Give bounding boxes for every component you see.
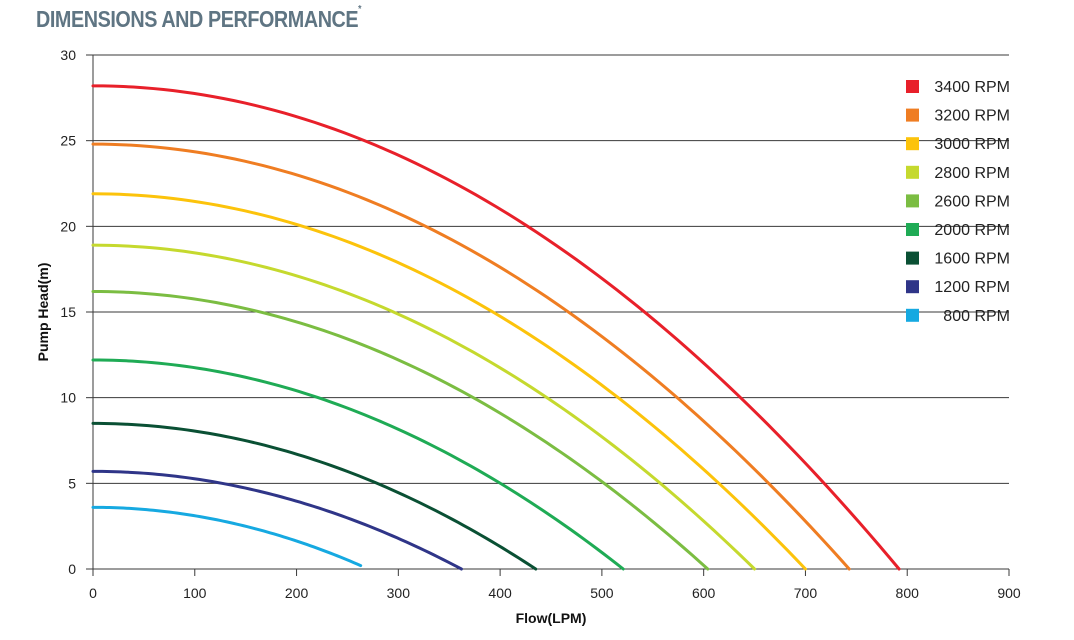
legend-swatch: [906, 280, 919, 294]
page-title-text: DIMENSIONS AND PERFORMANCE: [36, 6, 359, 32]
y-tick-label: 0: [68, 561, 76, 577]
page-title: DIMENSIONS AND PERFORMANCE*: [36, 4, 362, 33]
legend-label: 3200 RPM: [934, 108, 1010, 125]
x-tick-label: 900: [997, 585, 1021, 601]
legend-swatch: [906, 308, 919, 322]
legend-swatch: [906, 165, 919, 179]
legend-item: 3400 RPM: [906, 79, 1010, 96]
legend-swatch: [906, 80, 919, 93]
y-tick-label: 25: [60, 133, 76, 149]
curve-2000-rpm: [91, 358, 625, 571]
title-footnote-mark: *: [358, 4, 362, 15]
legend-swatch: [906, 137, 919, 151]
x-tick-label: 700: [794, 585, 818, 601]
legend-item: 1600 RPM: [906, 251, 1010, 268]
x-tick-label: 500: [590, 585, 614, 601]
legend-label: 2600 RPM: [934, 193, 1010, 210]
legend-label: 1200 RPM: [934, 279, 1010, 296]
x-tick-label: 400: [488, 585, 512, 601]
x-tick-label: 300: [387, 585, 411, 601]
y-tick-label: 30: [60, 47, 76, 63]
curve-1600-rpm: [91, 421, 538, 571]
curve-1200-rpm: [91, 469, 463, 571]
x-tick-label: 600: [692, 585, 716, 601]
legend-label: 2800 RPM: [934, 165, 1010, 182]
grid-layer: [93, 54, 1009, 484]
legend-item: 3200 RPM: [906, 108, 1010, 125]
legend-label: 1600 RPM: [934, 251, 1010, 268]
legend-label: 3400 RPM: [934, 79, 1010, 96]
curve-800-rpm: [91, 505, 363, 568]
y-tick-label: 10: [60, 390, 76, 406]
legend: 3400 RPM 3200 RPM 3000 RPM 2800 RPM 2600 RPM…: [906, 79, 1010, 325]
x-tick-label: 200: [285, 585, 309, 601]
y-tick-label: 5: [68, 475, 76, 491]
legend-swatch: [906, 223, 919, 236]
legend-swatch: [906, 251, 919, 265]
legend-swatch: [906, 108, 919, 122]
legend-swatch: [906, 194, 919, 208]
x-tick-label: 800: [896, 585, 920, 601]
legend-item: 2800 RPM: [906, 165, 1010, 182]
curve-2600-rpm: [91, 289, 710, 571]
y-tick-label: 20: [60, 218, 76, 234]
x-tick-label: 0: [89, 585, 97, 601]
legend-item: 2600 RPM: [906, 193, 1010, 210]
legend-item: 2000 RPM: [906, 222, 1010, 239]
x-axis-title: Flow(LPM): [516, 610, 587, 626]
legend-label: 800 RPM: [943, 308, 1010, 325]
legend-item: 800 RPM: [906, 308, 1010, 325]
curve-3000-rpm: [91, 192, 807, 571]
legend-item: 3000 RPM: [906, 136, 1010, 153]
legend-item: 1200 RPM: [906, 279, 1010, 296]
curve-3200-rpm: [91, 142, 851, 571]
curve-2800-rpm: [91, 243, 757, 571]
y-tick-label: 15: [60, 304, 76, 320]
curve-3400-rpm: [91, 84, 901, 571]
legend-label: 2000 RPM: [934, 222, 1010, 239]
curve-layer: [91, 84, 901, 571]
x-tick-label: 100: [183, 585, 207, 601]
legend-label: 3000 RPM: [934, 136, 1010, 153]
y-axis-title: Pump Head(m): [35, 263, 51, 362]
